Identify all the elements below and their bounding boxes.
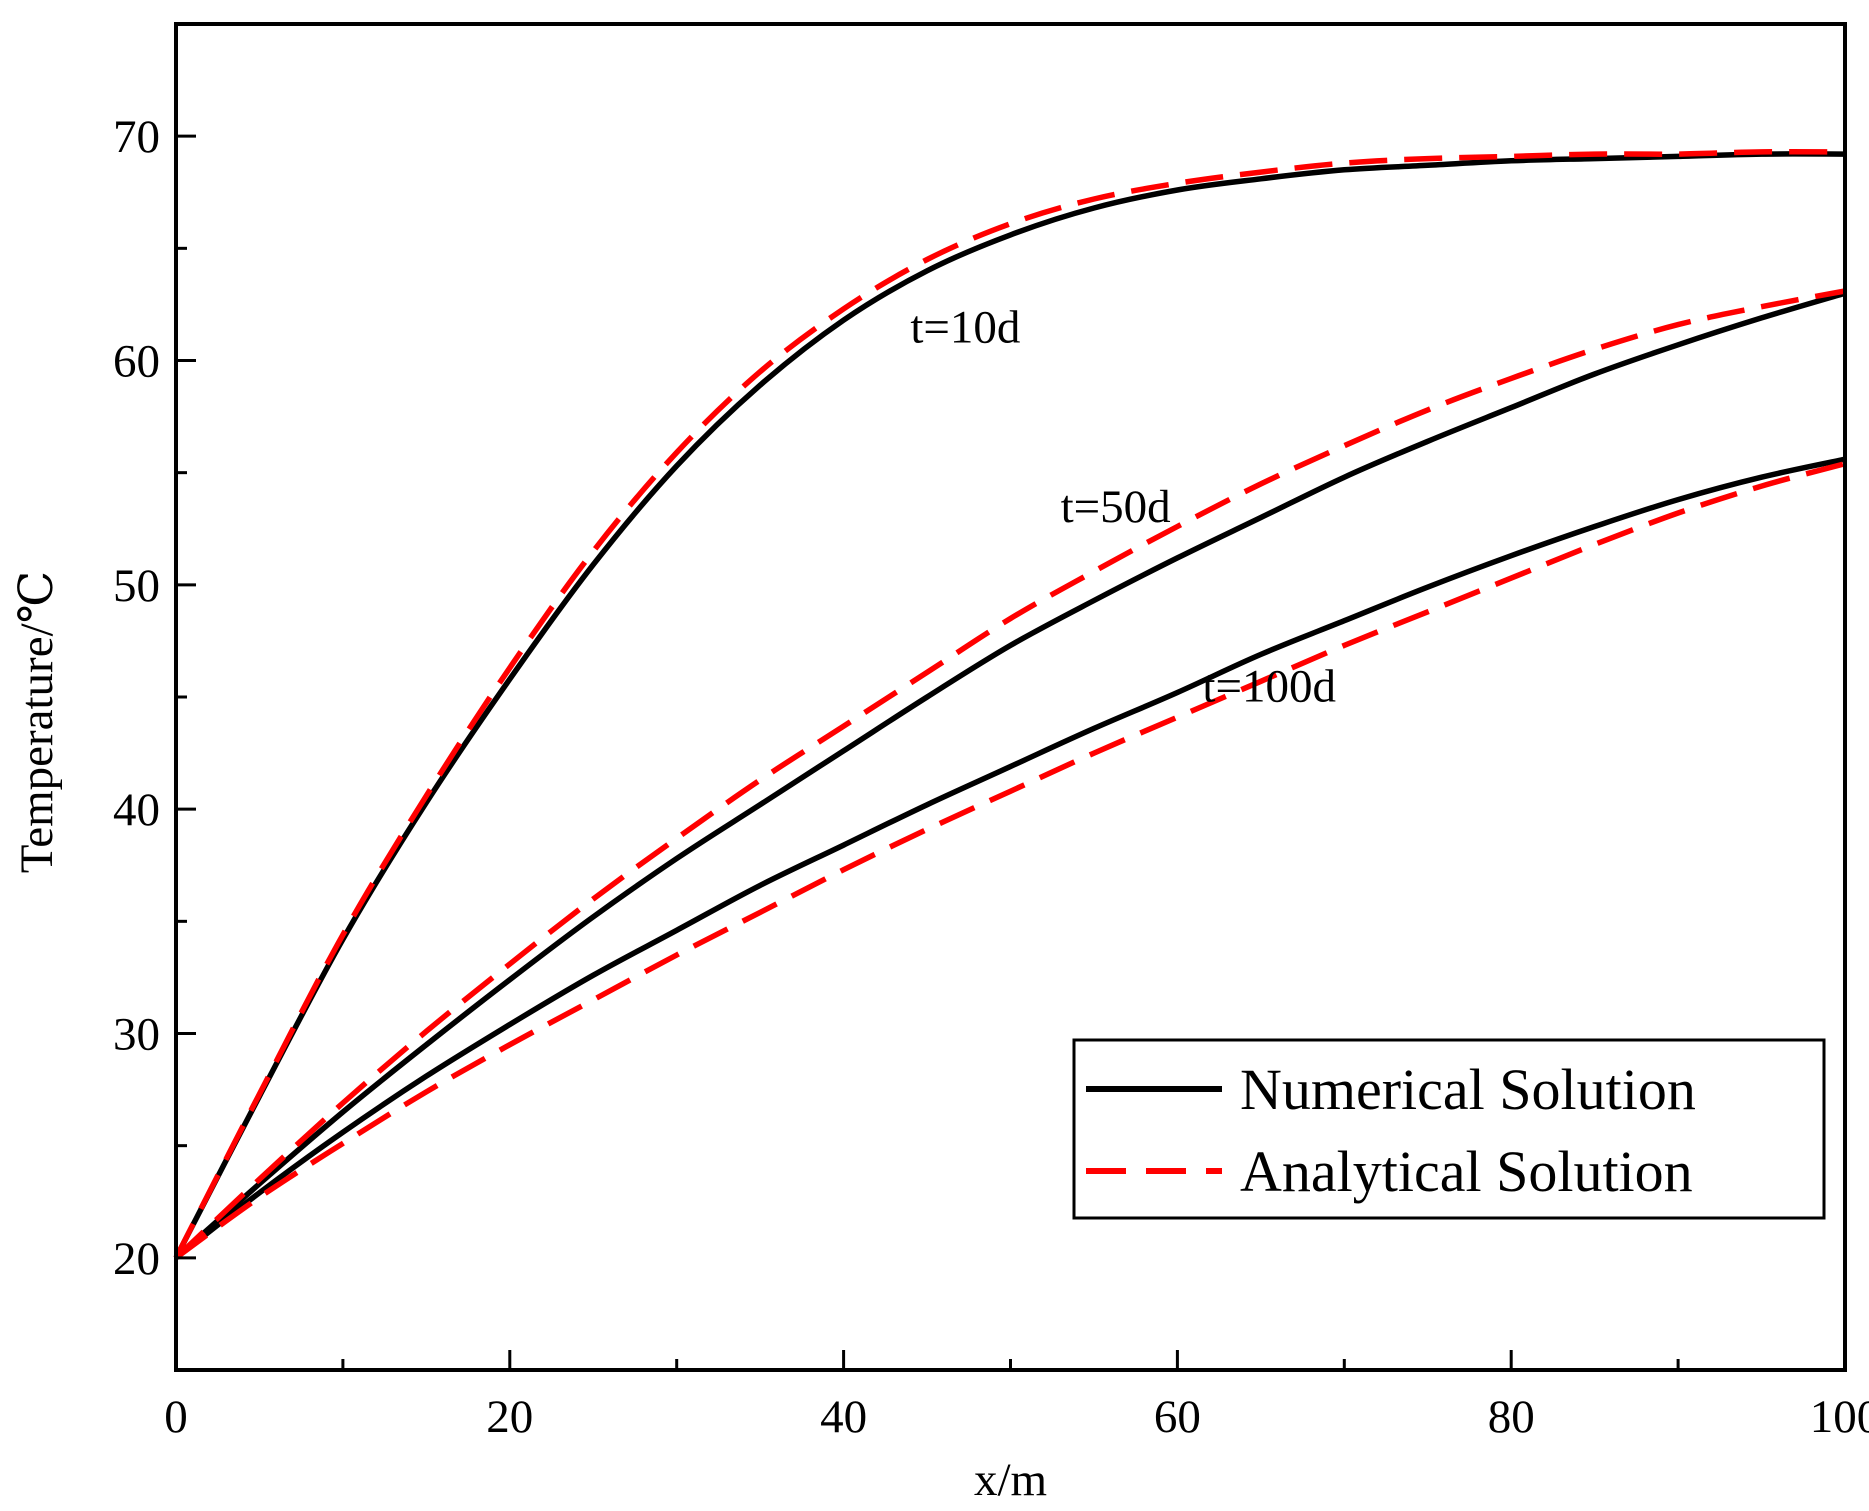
annotation-t-50d: t=50d <box>1061 481 1171 533</box>
series-analytical-t-10d <box>173 148 1846 1260</box>
x-axis-title: x/m <box>974 1454 1047 1506</box>
series-analytical-t-100d <box>174 461 1846 1261</box>
series-numerical-t-100d <box>174 456 1846 1260</box>
legend-label-analytical: Analytical Solution <box>1240 1139 1693 1204</box>
x-tick-label: 100 <box>1810 1391 1869 1443</box>
series-lines <box>173 148 1846 1261</box>
x-tick-label: 60 <box>1154 1391 1201 1443</box>
y-tick-label: 50 <box>113 560 160 612</box>
y-tick-label: 60 <box>113 336 160 388</box>
series-analytical-t-50d <box>174 288 1846 1260</box>
x-tick-label: 40 <box>820 1391 867 1443</box>
axis-tick-labels: 0 20 40 60 80 100 20 30 40 50 60 70 <box>113 111 1869 1443</box>
curve-annotations: t=10d t=50d t=100d <box>910 302 1336 713</box>
legend-label-numerical: Numerical Solution <box>1240 1057 1696 1122</box>
axis-ticks <box>174 22 1847 1372</box>
series-numerical-t-50d <box>174 290 1846 1260</box>
x-tick-label: 20 <box>486 1391 533 1443</box>
y-tick-label: 20 <box>113 1233 160 1285</box>
series-numerical-t-10d <box>173 151 1846 1260</box>
legend-box <box>1072 1038 1826 1220</box>
annotation-t-100d: t=100d <box>1202 660 1336 712</box>
legend: Numerical Solution Analytical Solution <box>1072 1038 1826 1220</box>
x-tick-label: 80 <box>1488 1391 1535 1443</box>
annotation-t-10d: t=10d <box>910 302 1020 354</box>
y-tick-label: 30 <box>113 1009 160 1061</box>
y-tick-label: 40 <box>113 784 160 836</box>
y-tick-label: 70 <box>113 111 160 163</box>
y-axis-title: Temperature/℃ <box>11 571 63 873</box>
x-tick-label: 0 <box>164 1391 188 1443</box>
